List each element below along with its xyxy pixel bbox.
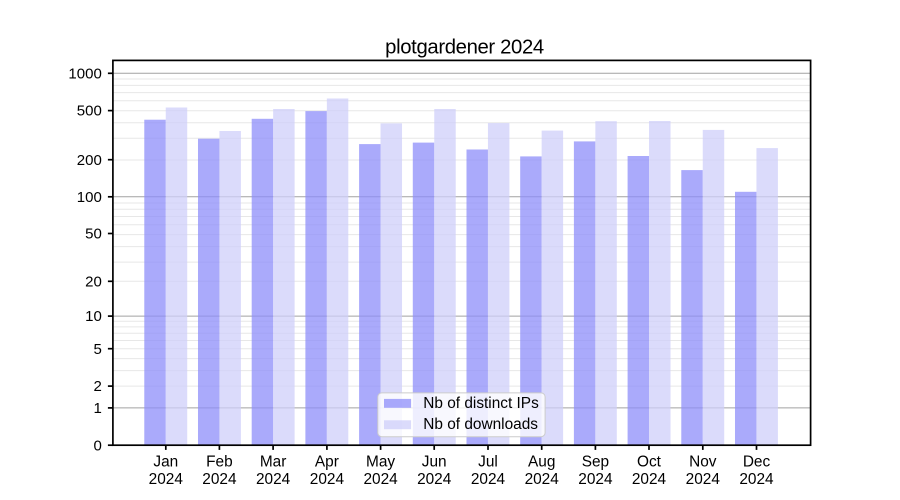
svg-text:100: 100: [77, 189, 102, 206]
svg-text:Oct: Oct: [637, 454, 662, 471]
svg-text:2024: 2024: [471, 471, 506, 488]
svg-text:2024: 2024: [578, 471, 613, 488]
svg-text:20: 20: [85, 273, 102, 290]
svg-text:2024: 2024: [417, 471, 452, 488]
svg-text:Sep: Sep: [582, 454, 609, 471]
svg-text:May: May: [366, 454, 395, 471]
svg-text:2024: 2024: [632, 471, 667, 488]
svg-text:Nov: Nov: [689, 454, 717, 471]
svg-text:1000: 1000: [68, 65, 101, 82]
svg-text:2024: 2024: [363, 471, 398, 488]
svg-text:10: 10: [85, 308, 102, 325]
svg-text:2024: 2024: [525, 471, 560, 488]
svg-text:1: 1: [93, 400, 101, 417]
svg-text:0: 0: [93, 437, 101, 454]
svg-text:Jan: Jan: [153, 454, 178, 471]
svg-text:2: 2: [93, 378, 101, 395]
svg-text:Nb of distinct IPs: Nb of distinct IPs: [423, 395, 539, 412]
svg-text:Jul: Jul: [478, 454, 498, 471]
svg-text:2024: 2024: [686, 471, 721, 488]
svg-text:Aug: Aug: [528, 454, 555, 471]
svg-text:500: 500: [77, 103, 102, 120]
svg-text:50: 50: [85, 226, 102, 243]
svg-text:Jun: Jun: [422, 454, 447, 471]
svg-text:2024: 2024: [149, 471, 184, 488]
svg-text:Mar: Mar: [260, 454, 287, 471]
svg-text:Apr: Apr: [315, 454, 339, 471]
svg-text:2024: 2024: [310, 471, 345, 488]
svg-text:Dec: Dec: [743, 454, 771, 471]
svg-text:5: 5: [93, 341, 101, 358]
svg-text:2024: 2024: [256, 471, 291, 488]
svg-text:Feb: Feb: [206, 454, 233, 471]
svg-text:2024: 2024: [202, 471, 237, 488]
svg-text:200: 200: [77, 152, 102, 169]
svg-text:plotgardener 2024: plotgardener 2024: [385, 36, 544, 58]
svg-text:2024: 2024: [739, 471, 774, 488]
svg-text:Nb of downloads: Nb of downloads: [423, 416, 538, 433]
